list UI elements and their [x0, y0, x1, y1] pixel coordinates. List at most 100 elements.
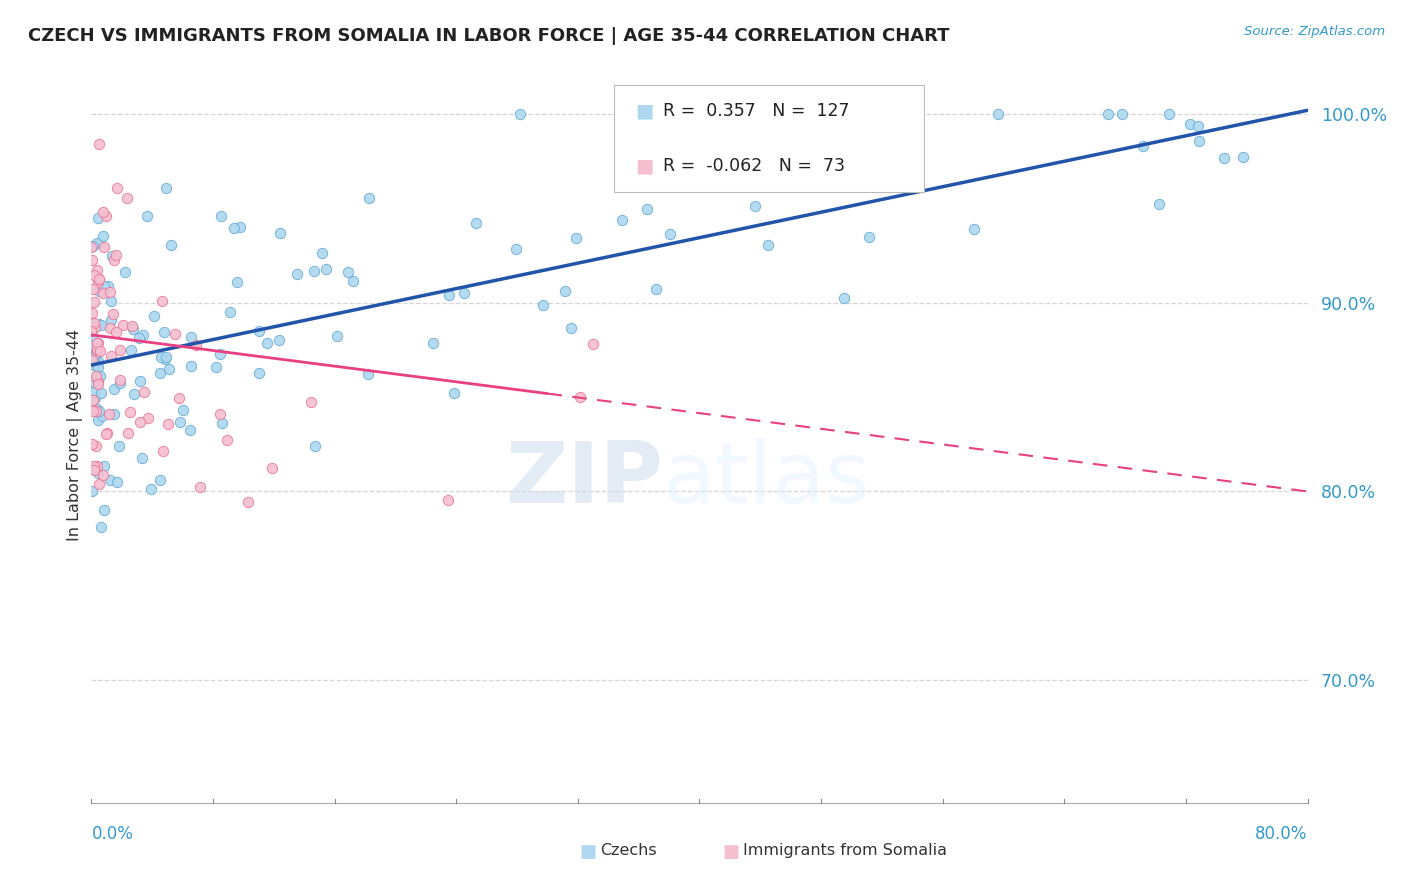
- Point: [304, 439, 326, 453]
- Point: [83, 320, 105, 334]
- Point: [83, 385, 105, 400]
- Point: [98, 407, 121, 421]
- Point: [1187, 120, 1209, 134]
- Point: [93, 240, 115, 254]
- Point: [82, 282, 104, 296]
- Point: [204, 359, 226, 374]
- Point: [443, 386, 465, 401]
- Point: [108, 373, 131, 387]
- Point: [98, 285, 121, 300]
- Point: [97, 279, 120, 293]
- Point: [531, 298, 554, 312]
- Point: [229, 219, 252, 234]
- Point: [132, 328, 155, 343]
- Text: ■: ■: [723, 843, 740, 862]
- Text: atlas: atlas: [664, 437, 870, 521]
- Point: [84, 391, 107, 405]
- Point: [80, 353, 103, 368]
- Point: [84, 439, 107, 453]
- Point: [128, 331, 150, 345]
- Point: [87, 272, 110, 286]
- Point: [437, 288, 460, 302]
- Point: [208, 408, 231, 422]
- Point: [84, 357, 107, 371]
- Point: [738, 120, 761, 134]
- Point: [108, 343, 131, 357]
- Point: [143, 309, 166, 323]
- Point: [90, 520, 112, 534]
- Point: [80, 324, 103, 338]
- Point: [84, 369, 107, 384]
- Point: [80, 328, 103, 343]
- Point: [505, 242, 527, 256]
- Point: [83, 295, 105, 310]
- Point: [1180, 117, 1202, 131]
- Point: [103, 252, 125, 267]
- Point: [98, 473, 121, 487]
- Point: [87, 284, 110, 298]
- Point: [963, 221, 986, 235]
- Point: [1097, 107, 1119, 121]
- Point: [100, 313, 122, 327]
- Point: [83, 268, 105, 282]
- Point: [209, 209, 232, 223]
- Point: [659, 227, 682, 241]
- Point: [1147, 197, 1170, 211]
- Point: [83, 459, 105, 474]
- Point: [89, 344, 111, 359]
- Point: [84, 376, 107, 390]
- Point: [108, 376, 131, 390]
- Point: [582, 337, 605, 351]
- Point: [121, 319, 143, 334]
- Text: ■: ■: [579, 843, 596, 862]
- Point: [93, 503, 115, 517]
- Point: [86, 275, 108, 289]
- Point: [86, 335, 108, 350]
- Point: [100, 293, 122, 308]
- Point: [180, 329, 202, 343]
- Point: [269, 333, 291, 347]
- Point: [315, 262, 337, 277]
- Point: [299, 395, 322, 409]
- Point: [89, 369, 111, 384]
- Point: [100, 249, 122, 263]
- Point: [285, 267, 308, 281]
- Point: [766, 107, 789, 121]
- Point: [98, 321, 121, 335]
- Point: [83, 461, 105, 475]
- Point: [83, 316, 105, 330]
- Point: [80, 306, 103, 320]
- Point: [87, 136, 110, 151]
- Point: [86, 343, 108, 357]
- Point: [129, 374, 152, 388]
- Point: [86, 369, 108, 384]
- Point: [86, 359, 108, 374]
- Point: [139, 483, 162, 497]
- Point: [90, 318, 112, 332]
- Point: [132, 384, 155, 399]
- Point: [96, 210, 118, 224]
- Point: [150, 294, 173, 309]
- Point: [744, 199, 766, 213]
- Point: [82, 392, 104, 407]
- Point: [86, 467, 108, 481]
- Point: [83, 462, 105, 476]
- Point: [86, 401, 108, 416]
- Point: [87, 336, 110, 351]
- Point: [91, 229, 114, 244]
- Text: ZIP: ZIP: [505, 437, 664, 521]
- Point: [87, 272, 110, 286]
- Point: [105, 475, 128, 490]
- Point: [256, 335, 278, 350]
- Point: [832, 291, 855, 305]
- Point: [612, 213, 634, 227]
- Point: [209, 346, 232, 360]
- Point: [87, 317, 110, 331]
- Point: [756, 238, 779, 252]
- Point: [84, 346, 107, 360]
- Point: [153, 352, 176, 367]
- Point: [311, 246, 333, 260]
- Point: [1111, 107, 1133, 121]
- Point: [155, 350, 177, 364]
- Point: [91, 409, 114, 423]
